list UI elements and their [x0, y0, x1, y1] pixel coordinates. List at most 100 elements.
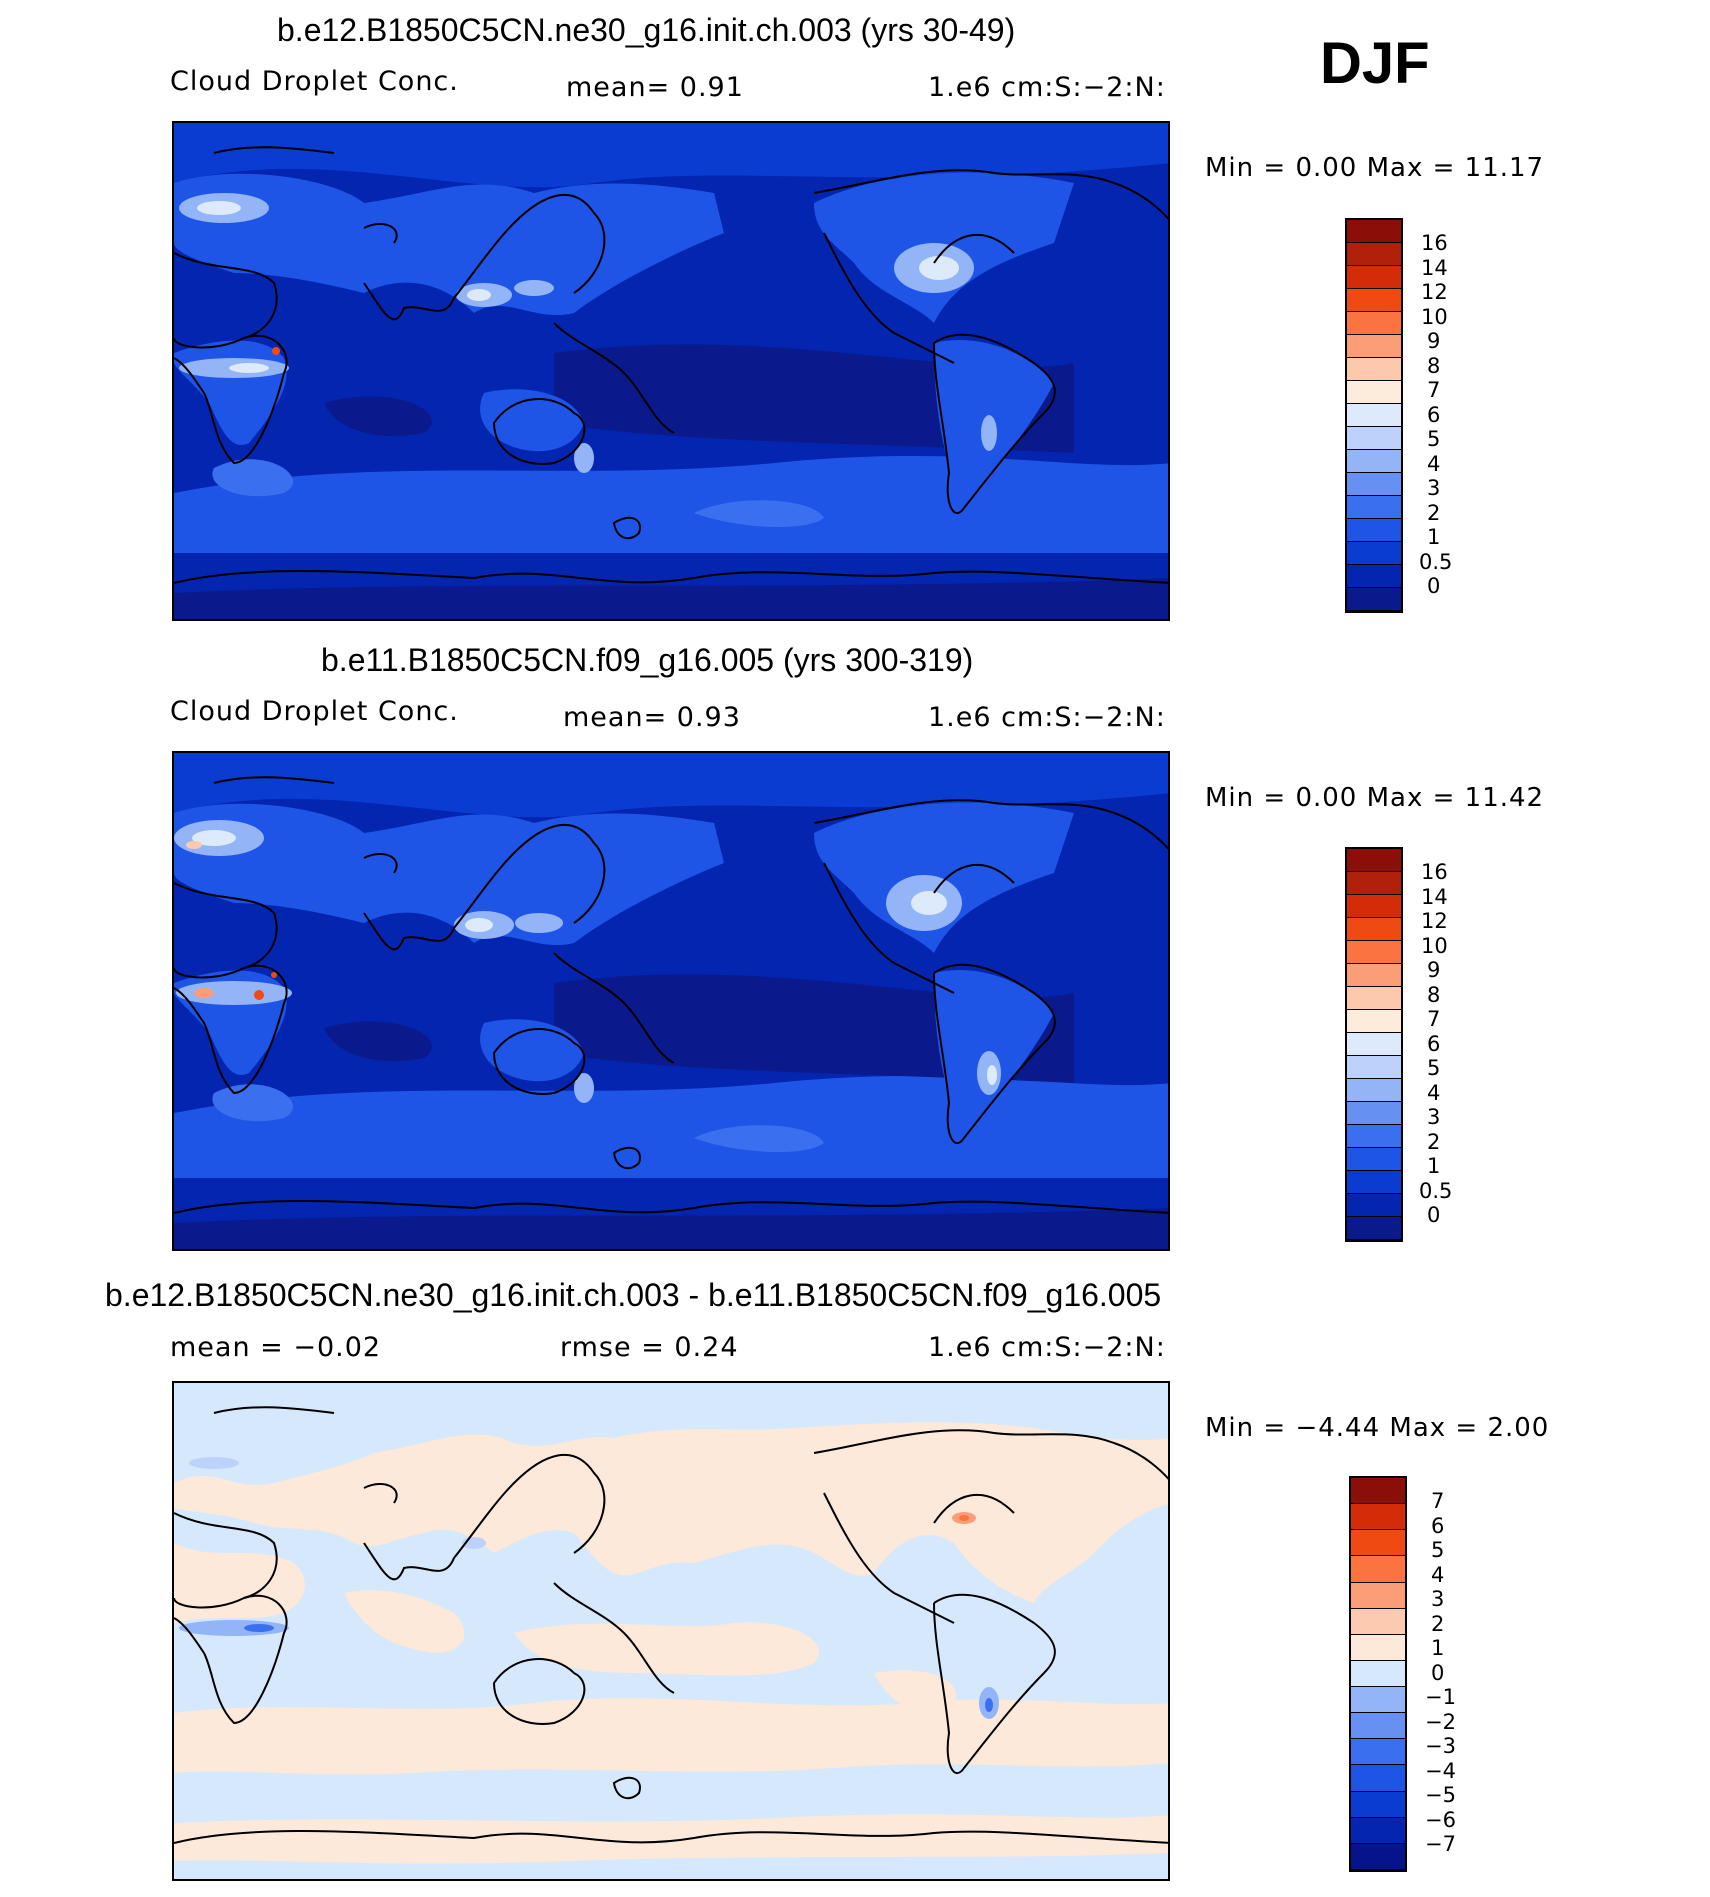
panel-2-coastlines [174, 776, 1168, 1214]
panel-1-mean-label: mean= 0.91 [566, 72, 744, 103]
colorbar-label: 8 [1427, 354, 1441, 378]
colorbar-label: −7 [1425, 1832, 1456, 1856]
colorbar-label: −5 [1425, 1783, 1456, 1807]
colorbar-label: 6 [1431, 1514, 1445, 1538]
colorbar-label: 2 [1431, 1612, 1445, 1636]
colorbar-label: 9 [1427, 329, 1441, 353]
colorbar-swatch [1347, 941, 1401, 964]
colorbar-label: 1 [1427, 1154, 1441, 1178]
colorbar-swatch [1351, 1556, 1405, 1583]
colorbar-swatch [1347, 312, 1401, 335]
colorbar-swatch [1347, 1079, 1401, 1102]
colorbar-swatch [1347, 1194, 1401, 1217]
colorbar-swatch [1347, 450, 1401, 473]
colorbar-swatch [1347, 918, 1401, 941]
colorbar-swatch [1351, 1634, 1405, 1661]
colorbar-label: 9 [1427, 958, 1441, 982]
panel-3-positive-spots [952, 1512, 976, 1524]
colorbar-label: 3 [1427, 1105, 1441, 1129]
colorbar-swatch [1347, 381, 1401, 404]
colorbar-label: 4 [1427, 1081, 1441, 1105]
colorbar-swatch [1351, 1660, 1405, 1688]
colorbar-label: 10 [1421, 934, 1448, 958]
colorbar-swatch [1351, 1504, 1405, 1531]
colorbar-swatch [1347, 519, 1401, 542]
colorbar-swatch [1347, 565, 1401, 588]
panel-2-variable-label: Cloud Droplet Conc. [170, 696, 459, 727]
panel-1-map [172, 121, 1170, 621]
colorbar-swatch [1347, 1171, 1401, 1194]
panel-3-rmse-label: rmse = 0.24 [560, 1332, 739, 1363]
colorbar-label: 0 [1431, 1661, 1445, 1685]
colorbar-label: 5 [1427, 427, 1441, 451]
panel-1-minmax: Min = 0.00 Max = 11.17 [1205, 153, 1545, 183]
colorbar-label: 14 [1421, 885, 1448, 909]
colorbar-label: 1 [1427, 525, 1441, 549]
colorbar-swatch [1347, 872, 1401, 895]
colorbar-label: 4 [1427, 452, 1441, 476]
colorbar-label: 0.5 [1419, 550, 1453, 574]
colorbar-label: 7 [1431, 1489, 1445, 1513]
panel-2-map [172, 751, 1170, 1251]
colorbar-label: 8 [1427, 983, 1441, 1007]
colorbar-swatch [1347, 1125, 1401, 1148]
colorbar-label: 3 [1427, 476, 1441, 500]
panel-2-units-label: 1.e6 cm:S:−2:N: [928, 702, 1166, 733]
colorbar-swatch [1347, 1010, 1401, 1033]
panel-3-positive-regions [174, 1422, 1168, 1864]
colorbar-swatch [1347, 895, 1401, 918]
colorbar-swatch [1347, 289, 1401, 312]
panel-2-minmax: Min = 0.00 Max = 11.42 [1205, 783, 1545, 813]
colorbar-swatch [1347, 220, 1401, 243]
colorbar-swatch [1347, 542, 1401, 565]
panel-2-hotspots [174, 820, 1001, 1103]
colorbar-swatch [1351, 1765, 1405, 1792]
colorbar-swatch [1351, 1791, 1405, 1818]
colorbar-label: 12 [1421, 280, 1448, 304]
colorbar-label: 16 [1421, 231, 1448, 255]
panel-2-colorbar-box [1345, 847, 1403, 1242]
colorbar-label: 0 [1427, 1203, 1441, 1227]
colorbar-label: 5 [1427, 1056, 1441, 1080]
panel-3-coastlines [174, 1406, 1168, 1844]
colorbar-label: −3 [1425, 1734, 1456, 1758]
colorbar-swatch [1347, 473, 1401, 496]
colorbar-swatch [1351, 1817, 1405, 1844]
colorbar-swatch [1347, 404, 1401, 427]
colorbar-label: 10 [1421, 305, 1448, 329]
panel-3-minmax: Min = −4.44 Max = 2.00 [1205, 1413, 1550, 1443]
colorbar-label: 2 [1427, 501, 1441, 525]
colorbar-label: 0 [1427, 574, 1441, 598]
colorbar-label: 4 [1431, 1563, 1445, 1587]
panel-3-negative-spots [179, 1457, 999, 1719]
colorbar-label: 6 [1427, 403, 1441, 427]
colorbar-swatch [1347, 849, 1401, 872]
colorbar-swatch [1347, 1102, 1401, 1125]
colorbar-label: 1 [1431, 1636, 1445, 1660]
colorbar-label: 2 [1427, 1130, 1441, 1154]
colorbar-label: 3 [1431, 1587, 1445, 1611]
panel-3-title: b.e12.B1850C5CN.ne30_g16.init.ch.003 - b… [105, 1277, 1162, 1313]
panel-1-coastlines [174, 146, 1168, 584]
colorbar-swatch [1347, 1217, 1401, 1240]
colorbar-swatch [1351, 1530, 1405, 1557]
colorbar-swatch [1351, 1582, 1405, 1609]
colorbar-label: 0.5 [1419, 1179, 1453, 1203]
season-label: DJF [1320, 31, 1430, 96]
colorbar-swatch [1347, 1148, 1401, 1171]
panel-2-mean-label: mean= 0.93 [563, 702, 741, 733]
colorbar-swatch [1347, 358, 1401, 381]
colorbar-label: −6 [1425, 1808, 1456, 1832]
panel-2-colorbar: 16 14 12 10 9 8 7 6 5 4 3 2 1 0.5 0 [1345, 847, 1452, 1242]
colorbar-swatch [1347, 588, 1401, 611]
panel-2-title: b.e11.B1850C5CN.f09_g16.005 (yrs 300-319… [321, 642, 974, 678]
panel-3-colorbar-box [1349, 1476, 1407, 1872]
panel-1-colorbar: 16 14 12 10 9 8 7 6 5 4 3 2 1 0.5 0 [1345, 218, 1452, 613]
colorbar-label: 6 [1427, 1032, 1441, 1056]
colorbar-label: 12 [1421, 909, 1448, 933]
colorbar-swatch [1347, 496, 1401, 519]
panel-3-mean-label: mean = −0.02 [170, 1332, 382, 1363]
colorbar-swatch [1351, 1608, 1405, 1635]
colorbar-swatch [1347, 964, 1401, 987]
colorbar-label: −4 [1425, 1759, 1456, 1783]
